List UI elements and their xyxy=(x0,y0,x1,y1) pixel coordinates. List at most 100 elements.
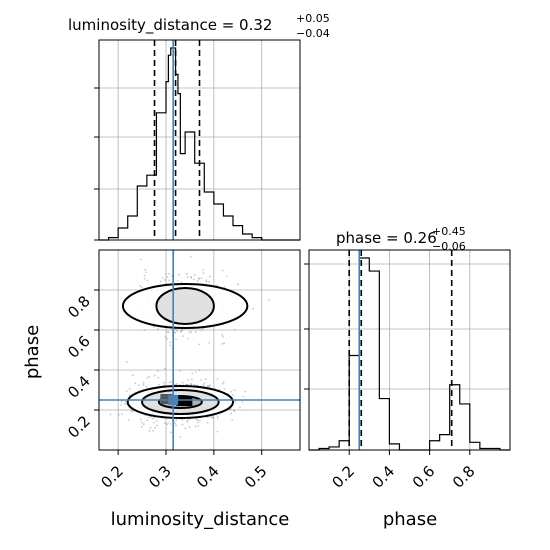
xtick-luminosity-distance-0: 0.2 xyxy=(97,462,127,492)
scatter-point xyxy=(209,384,211,387)
scatter-point xyxy=(185,272,188,275)
title-luminosity-distance-plus: +0.05 xyxy=(296,12,330,25)
scatter-point xyxy=(143,329,146,332)
scatter-point xyxy=(164,279,166,281)
scatter-point xyxy=(117,413,120,416)
scatter-point xyxy=(153,421,155,424)
scatter-point xyxy=(166,338,169,340)
scatter-point xyxy=(241,401,244,404)
scatter-point xyxy=(196,421,199,424)
scatter-point xyxy=(216,430,219,433)
ytick-phase-3: 0.8 xyxy=(64,292,94,322)
scatter-point xyxy=(148,429,151,432)
scatter-point xyxy=(181,423,184,426)
title-luminosity-distance-minus: −0.04 xyxy=(296,27,330,40)
scatter-point xyxy=(157,376,160,379)
scatter-point xyxy=(157,328,160,330)
scatter-point xyxy=(143,277,146,280)
scatter-point xyxy=(198,277,200,280)
scatter-point xyxy=(190,383,193,386)
scatter-point xyxy=(203,382,206,384)
ylabel-phase: phase xyxy=(22,325,43,379)
scatter-point xyxy=(128,394,131,397)
scatter-point xyxy=(156,424,158,427)
xtick-luminosity-distance-1: 0.3 xyxy=(145,462,175,492)
scatter-point xyxy=(205,279,208,282)
title-phase-minus: −0.06 xyxy=(432,240,466,253)
scatter-point xyxy=(206,385,209,388)
scatter-point xyxy=(221,269,224,272)
scatter-point xyxy=(180,281,183,284)
xtick-phase-1: 0.4 xyxy=(369,462,399,492)
scatter-point xyxy=(190,331,193,333)
scatter-point xyxy=(223,342,226,345)
scatter-point xyxy=(198,419,201,422)
xtick-phase-2: 0.6 xyxy=(409,462,439,492)
scatter-point xyxy=(216,377,219,380)
scatter-point xyxy=(194,425,197,428)
scatter-point xyxy=(149,427,152,429)
scatter-point xyxy=(142,384,145,386)
marginal-luminosity-distance-panel xyxy=(94,39,301,241)
scatter-point xyxy=(222,381,225,384)
title-luminosity-distance: luminosity_distance = 0.32 xyxy=(68,16,272,35)
title-luminosity-distance-main: luminosity_distance = 0.32 xyxy=(68,16,272,35)
xlabel-phase: phase xyxy=(383,509,437,530)
scatter-point xyxy=(190,378,193,381)
scatter-point xyxy=(163,422,166,425)
scatter-point xyxy=(140,425,143,428)
scatter-point xyxy=(152,429,155,432)
scatter-point xyxy=(198,343,201,346)
scatter-point xyxy=(231,418,234,421)
scatter-point xyxy=(200,379,203,382)
scatter-point xyxy=(188,331,191,334)
scatter-point xyxy=(175,424,177,427)
scatter-point xyxy=(186,419,189,422)
scatter-point xyxy=(161,277,164,279)
scatter-point xyxy=(168,279,171,282)
scatter-point xyxy=(194,331,197,333)
scatter-point xyxy=(190,255,192,258)
scatter-point xyxy=(232,409,235,412)
truth-marker xyxy=(168,395,179,405)
density-core-mode1 xyxy=(176,396,193,406)
scatter-point xyxy=(196,279,199,282)
scatter-point xyxy=(169,344,172,347)
scatter-point xyxy=(233,410,236,413)
scatter-point xyxy=(148,375,150,378)
title-phase-main: phase = 0.26 xyxy=(336,229,437,247)
scatter-point xyxy=(146,419,149,422)
scatter-point xyxy=(169,341,172,344)
scatter-point xyxy=(134,382,137,385)
scatter-point xyxy=(157,383,160,386)
scatter-point xyxy=(181,329,184,331)
scatter-point xyxy=(211,416,214,419)
scatter-point xyxy=(210,416,213,419)
xtick-phase-0: 0.2 xyxy=(328,462,358,492)
scatter-point xyxy=(168,272,170,275)
scatter-point xyxy=(151,417,154,420)
scatter-point xyxy=(232,394,235,396)
scatter-point xyxy=(120,400,123,403)
scatter-point xyxy=(142,381,145,384)
scatter-point xyxy=(153,416,156,419)
scatter-point xyxy=(206,385,209,388)
scatter-point xyxy=(187,337,190,340)
scatter-point xyxy=(181,418,183,421)
scatter-point xyxy=(167,331,170,334)
scatter-point xyxy=(146,377,149,379)
scatter-point xyxy=(230,390,232,393)
scatter-point xyxy=(130,410,133,413)
ytick-phase-1: 0.4 xyxy=(64,372,94,402)
scatter-point xyxy=(237,283,240,286)
xtick-luminosity-distance-3: 0.5 xyxy=(241,462,271,492)
scatter-point xyxy=(130,409,132,412)
scatter-point xyxy=(242,395,245,398)
scatter-point xyxy=(212,416,215,419)
title-phase-plus: +0.45 xyxy=(432,225,466,238)
scatter-point xyxy=(154,426,156,429)
joint-luminosity-distance-phase-panel: 0.2 0.3 0.4 0.5 0.2 0.4 0.6 0.8 xyxy=(64,249,301,492)
scatter-point xyxy=(202,272,205,275)
scatter-point xyxy=(216,415,219,418)
scatter-point xyxy=(173,331,176,334)
